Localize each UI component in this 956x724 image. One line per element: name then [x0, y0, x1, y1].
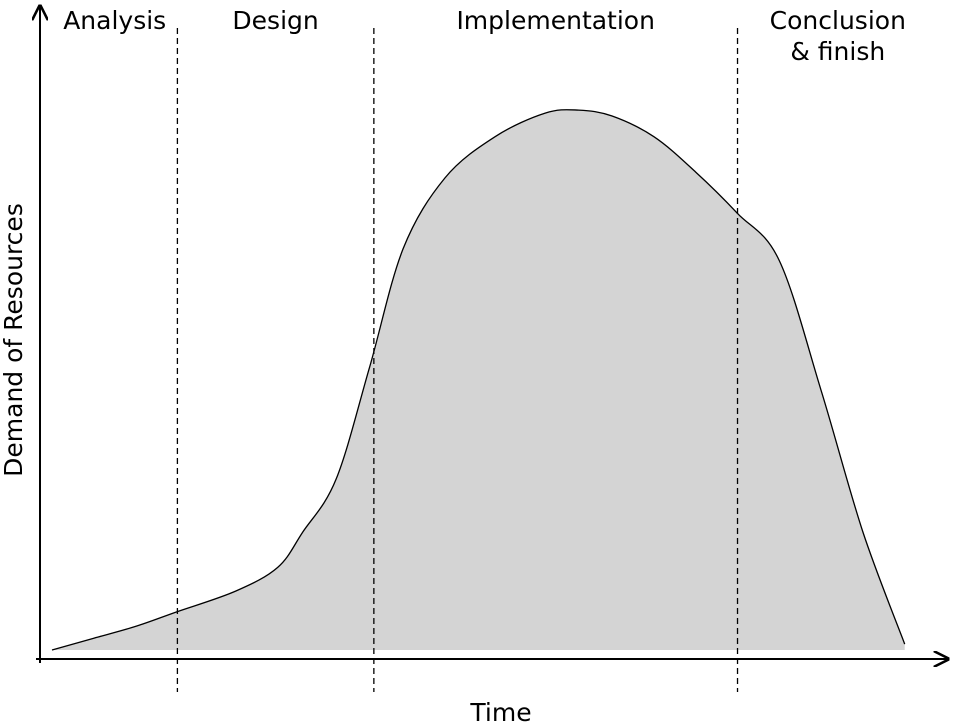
demand-curve-line — [51, 109, 906, 651]
x-axis-label: Time — [469, 698, 531, 724]
y-axis-label: Demand of Resources — [0, 203, 28, 477]
phase-labels: Analysis Design Implementation Conclusion & … — [63, 6, 906, 66]
demand-area-fill — [52, 109, 905, 651]
area-layer — [51, 109, 906, 651]
phase-boundaries — [176, 28, 739, 692]
phase-label-4: Conclusion & finish — [770, 6, 906, 66]
phase-label-3: Implementation — [456, 6, 655, 35]
phase-label-2: Design — [232, 6, 318, 35]
phase-label-1: Analysis — [63, 6, 166, 35]
